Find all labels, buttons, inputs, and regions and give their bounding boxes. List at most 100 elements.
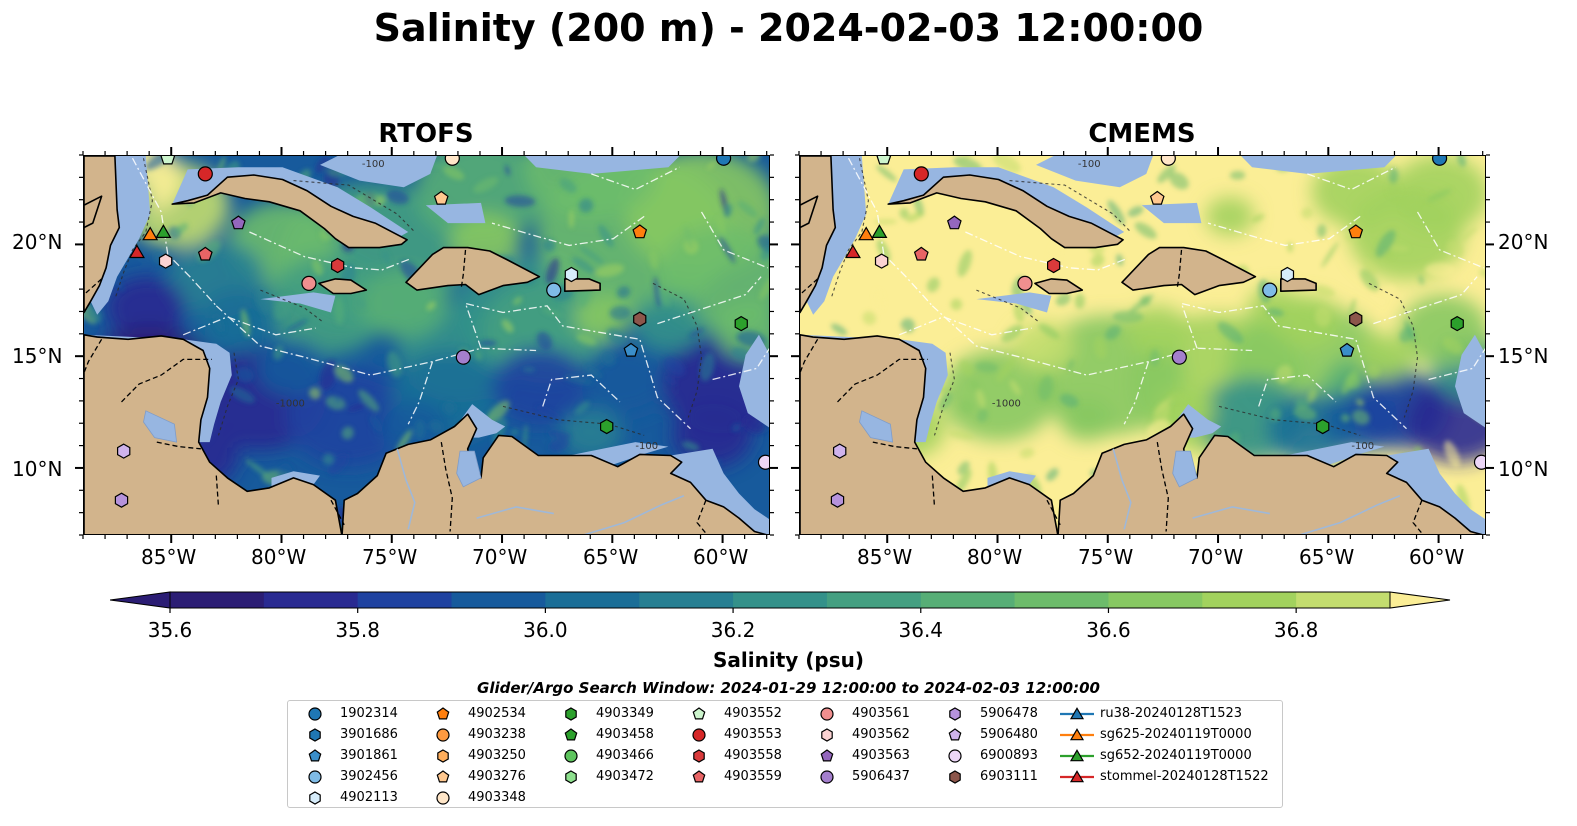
map-marker-pentagon[interactable] bbox=[1348, 224, 1364, 239]
lon-label-80w: 80°W bbox=[251, 545, 307, 569]
legend: 1902314 3901686 3901861 3902456 4902113 49025… bbox=[287, 700, 1283, 808]
legend-marker-pentagon bbox=[436, 707, 450, 720]
map-marker-pentagon[interactable] bbox=[433, 190, 449, 205]
map-marker-triangle[interactable] bbox=[858, 226, 875, 241]
map-marker-hexagon[interactable] bbox=[1047, 257, 1061, 274]
land-hispaniola bbox=[1121, 246, 1257, 296]
country-borders bbox=[84, 249, 708, 534]
legend-marker-triangle bbox=[1060, 707, 1094, 720]
legend-label: stommel-20240128T1522 bbox=[1100, 769, 1269, 784]
map-marker-triangle[interactable] bbox=[128, 244, 145, 259]
lon-label-75w: 75°W bbox=[362, 545, 418, 569]
legend-label: 4903348 bbox=[468, 790, 526, 805]
map-marker-circle[interactable] bbox=[546, 282, 562, 298]
colorbar-extend-high bbox=[1389, 591, 1451, 609]
lakes bbox=[859, 410, 1198, 488]
legend-marker-pentagon bbox=[692, 707, 706, 720]
lakes bbox=[143, 410, 482, 488]
panel-title-cmems: CMEMS bbox=[1088, 119, 1196, 149]
map-marker-triangle[interactable] bbox=[844, 244, 861, 259]
legend-marker-pentagon bbox=[308, 749, 322, 762]
legend-marker-hexagon bbox=[821, 728, 833, 742]
map-marker-pentagon[interactable] bbox=[1149, 190, 1165, 205]
colorbar-tick-label: 36.2 bbox=[710, 618, 756, 642]
legend-marker-hexagon bbox=[693, 749, 705, 763]
map-marker-pentagon[interactable] bbox=[913, 246, 929, 261]
legend-label: 4903558 bbox=[724, 748, 782, 763]
map-marker-circle[interactable] bbox=[1171, 349, 1187, 365]
map-marker-triangle[interactable] bbox=[871, 224, 888, 239]
map-marker-pentagon[interactable] bbox=[946, 215, 962, 230]
map-marker-circle[interactable] bbox=[455, 349, 471, 365]
legend-marker-pentagon bbox=[948, 728, 962, 741]
colorbar-segment bbox=[451, 592, 546, 608]
legend-label: 4903563 bbox=[852, 748, 910, 763]
map-panel-cmems[interactable]: -100 -1000 -100 bbox=[799, 155, 1486, 535]
map-marker-circle[interactable] bbox=[1017, 275, 1033, 292]
map-marker-pentagon[interactable] bbox=[632, 224, 648, 239]
map-marker-circle[interactable] bbox=[301, 275, 317, 292]
map-marker-pentagon[interactable] bbox=[160, 156, 176, 165]
map-marker-hexagon[interactable] bbox=[832, 443, 847, 459]
map-marker-circle[interactable] bbox=[444, 156, 460, 166]
map-marker-triangle[interactable] bbox=[155, 224, 172, 239]
map-marker-circle[interactable] bbox=[1262, 282, 1278, 298]
colorbar-segment bbox=[1014, 592, 1109, 608]
contour-label: -100 bbox=[635, 441, 658, 452]
map-marker-circle[interactable] bbox=[197, 166, 213, 182]
legend-label: 5906480 bbox=[980, 727, 1038, 742]
lon-label-80w: 80°W bbox=[967, 545, 1023, 569]
panel-title-rtofs: RTOFS bbox=[378, 119, 474, 149]
lon-label-60w: 60°W bbox=[1409, 545, 1465, 569]
legend-label: 4903276 bbox=[468, 769, 526, 784]
map-marker-hexagon[interactable] bbox=[1349, 311, 1363, 327]
map-marker-pentagon[interactable] bbox=[230, 215, 246, 230]
map-marker-circle[interactable] bbox=[913, 166, 929, 182]
legend-label: sg652-20240119T0000 bbox=[1100, 748, 1252, 763]
map-marker-hexagon[interactable] bbox=[1315, 418, 1330, 435]
country-borders bbox=[800, 249, 1424, 534]
map-panel-rtofs[interactable]: -100 -1000 -100 bbox=[83, 155, 770, 535]
map-marker-hexagon[interactable] bbox=[633, 311, 647, 327]
land-isla bbox=[800, 195, 819, 229]
map-marker-hexagon[interactable] bbox=[331, 257, 345, 274]
map-marker-circle[interactable] bbox=[1160, 156, 1176, 166]
colorbar-tick-label: 35.8 bbox=[335, 618, 380, 642]
map-marker-hexagon[interactable] bbox=[1280, 266, 1295, 283]
map-marker-hexagon[interactable] bbox=[158, 253, 173, 269]
map-marker-circle[interactable] bbox=[1431, 156, 1448, 166]
map-marker-hexagon[interactable] bbox=[734, 315, 748, 332]
legend-marker-circle bbox=[436, 728, 450, 742]
legend-label: 5906437 bbox=[852, 769, 910, 784]
map-marker-hexagon[interactable] bbox=[874, 253, 889, 269]
map-marker-pentagon[interactable] bbox=[1339, 342, 1355, 357]
map-marker-pentagon[interactable] bbox=[623, 342, 639, 357]
legend-marker-hexagon bbox=[565, 770, 577, 784]
map-marker-hexagon[interactable] bbox=[116, 443, 131, 459]
map-marker-circle[interactable] bbox=[1473, 454, 1486, 470]
legend-marker-triangle bbox=[1060, 770, 1094, 783]
map-marker-hexagon[interactable] bbox=[830, 492, 845, 508]
lon-label-65w: 65°W bbox=[1299, 545, 1355, 569]
lon-label-70w: 70°W bbox=[472, 545, 528, 569]
legend-label: sg625-20240119T0000 bbox=[1100, 727, 1252, 742]
colorbar-tick-label: 35.6 bbox=[147, 618, 193, 642]
map-marker-pentagon[interactable] bbox=[197, 246, 213, 261]
map-marker-circle[interactable] bbox=[757, 454, 770, 470]
map-marker-pentagon[interactable] bbox=[876, 156, 892, 165]
legend-label: 6903111 bbox=[980, 769, 1038, 784]
legend-marker-pentagon bbox=[436, 770, 450, 783]
legend-label: 5906478 bbox=[980, 706, 1038, 721]
legend-marker-hexagon bbox=[309, 791, 321, 805]
land-jamaica bbox=[318, 278, 368, 295]
map-marker-triangle[interactable] bbox=[142, 226, 159, 241]
legend-marker-pentagon bbox=[564, 728, 578, 741]
map-marker-circle[interactable] bbox=[715, 156, 732, 166]
map-marker-hexagon[interactable] bbox=[564, 266, 579, 283]
map-marker-hexagon[interactable] bbox=[114, 492, 129, 508]
legend-marker-circle bbox=[948, 749, 962, 763]
lat-label-10n: 10°N bbox=[1498, 457, 1549, 481]
legend-label: 4903349 bbox=[596, 706, 654, 721]
map-marker-hexagon[interactable] bbox=[599, 418, 614, 435]
map-marker-hexagon[interactable] bbox=[1450, 315, 1464, 332]
